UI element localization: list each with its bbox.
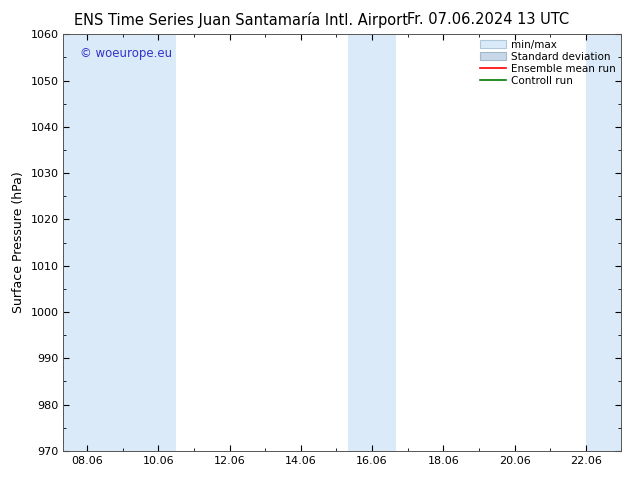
Text: Fr. 07.06.2024 13 UTC: Fr. 07.06.2024 13 UTC (407, 12, 569, 27)
Y-axis label: Surface Pressure (hPa): Surface Pressure (hPa) (12, 172, 25, 314)
Bar (586, 34, 621, 451)
Text: ENS Time Series Juan Santamaría Intl. Airport: ENS Time Series Juan Santamaría Intl. Ai… (74, 12, 408, 28)
Text: © woeurope.eu: © woeurope.eu (80, 47, 172, 60)
Legend: min/max, Standard deviation, Ensemble mean run, Controll run: min/max, Standard deviation, Ensemble me… (477, 36, 619, 89)
Bar (63, 34, 123, 451)
Bar (348, 34, 396, 451)
Bar (123, 34, 176, 451)
